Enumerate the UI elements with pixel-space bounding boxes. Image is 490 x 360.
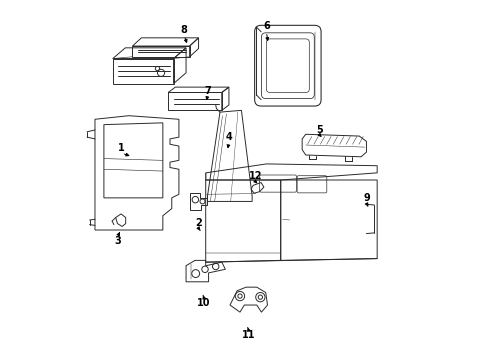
Text: 9: 9 (363, 193, 370, 203)
Text: 3: 3 (115, 236, 122, 246)
Text: 6: 6 (263, 21, 270, 31)
Text: 4: 4 (225, 132, 232, 142)
Text: 10: 10 (197, 298, 211, 308)
Text: 11: 11 (242, 330, 255, 341)
Text: 12: 12 (249, 171, 263, 181)
Text: 2: 2 (195, 218, 202, 228)
Text: 8: 8 (181, 25, 188, 35)
Text: 5: 5 (317, 125, 323, 135)
Text: 7: 7 (204, 86, 211, 96)
Text: 1: 1 (119, 143, 125, 153)
